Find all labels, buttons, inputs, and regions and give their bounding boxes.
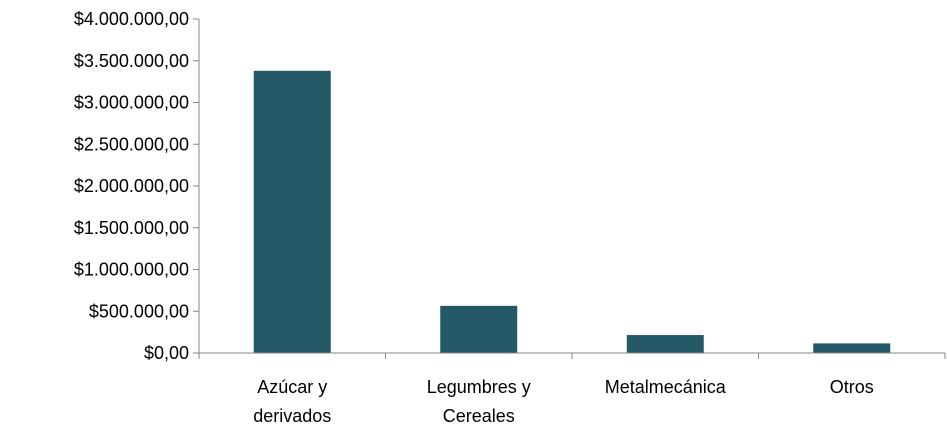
bar: [813, 343, 891, 353]
bars: [253, 70, 891, 354]
x-category-label-line: Azúcar y: [257, 377, 327, 397]
x-category-label-line: derivados: [253, 406, 331, 426]
x-category-label-line: Otros: [830, 377, 874, 397]
x-category-label: Metalmecánica: [605, 377, 727, 397]
x-category-label: Legumbres y Cereales: [427, 377, 531, 426]
y-tick-label: $2.000.000,00: [74, 176, 189, 196]
bar: [626, 335, 704, 353]
x-category-label: Azúcar y derivados: [253, 377, 331, 426]
y-tick-label: $3.500.000,00: [74, 51, 189, 71]
x-axis: Azúcar y derivados Legumbres y Cereales Meta…: [198, 352, 946, 426]
y-tick-label: $500.000,00: [89, 301, 189, 321]
bar: [253, 70, 331, 354]
y-tick-label: $1.000.000,00: [74, 260, 189, 280]
x-category-label-line: Cereales: [443, 406, 515, 426]
y-tick-label: $0,00: [144, 343, 189, 363]
y-axis: $0,00 $500.000,00 $1.000.000,00 $1.500.000,…: [74, 9, 200, 363]
x-category-label-line: Legumbres y: [427, 377, 531, 397]
y-tick-label: $1.500.000,00: [74, 218, 189, 238]
y-tick-label: $2.500.000,00: [74, 134, 189, 154]
y-tick-label: $4.000.000,00: [74, 9, 189, 29]
bar: [440, 305, 518, 353]
y-tick-label: $3.000.000,00: [74, 93, 189, 113]
x-category-label-line: Metalmecánica: [605, 377, 727, 397]
x-category-label: Otros: [830, 377, 874, 397]
